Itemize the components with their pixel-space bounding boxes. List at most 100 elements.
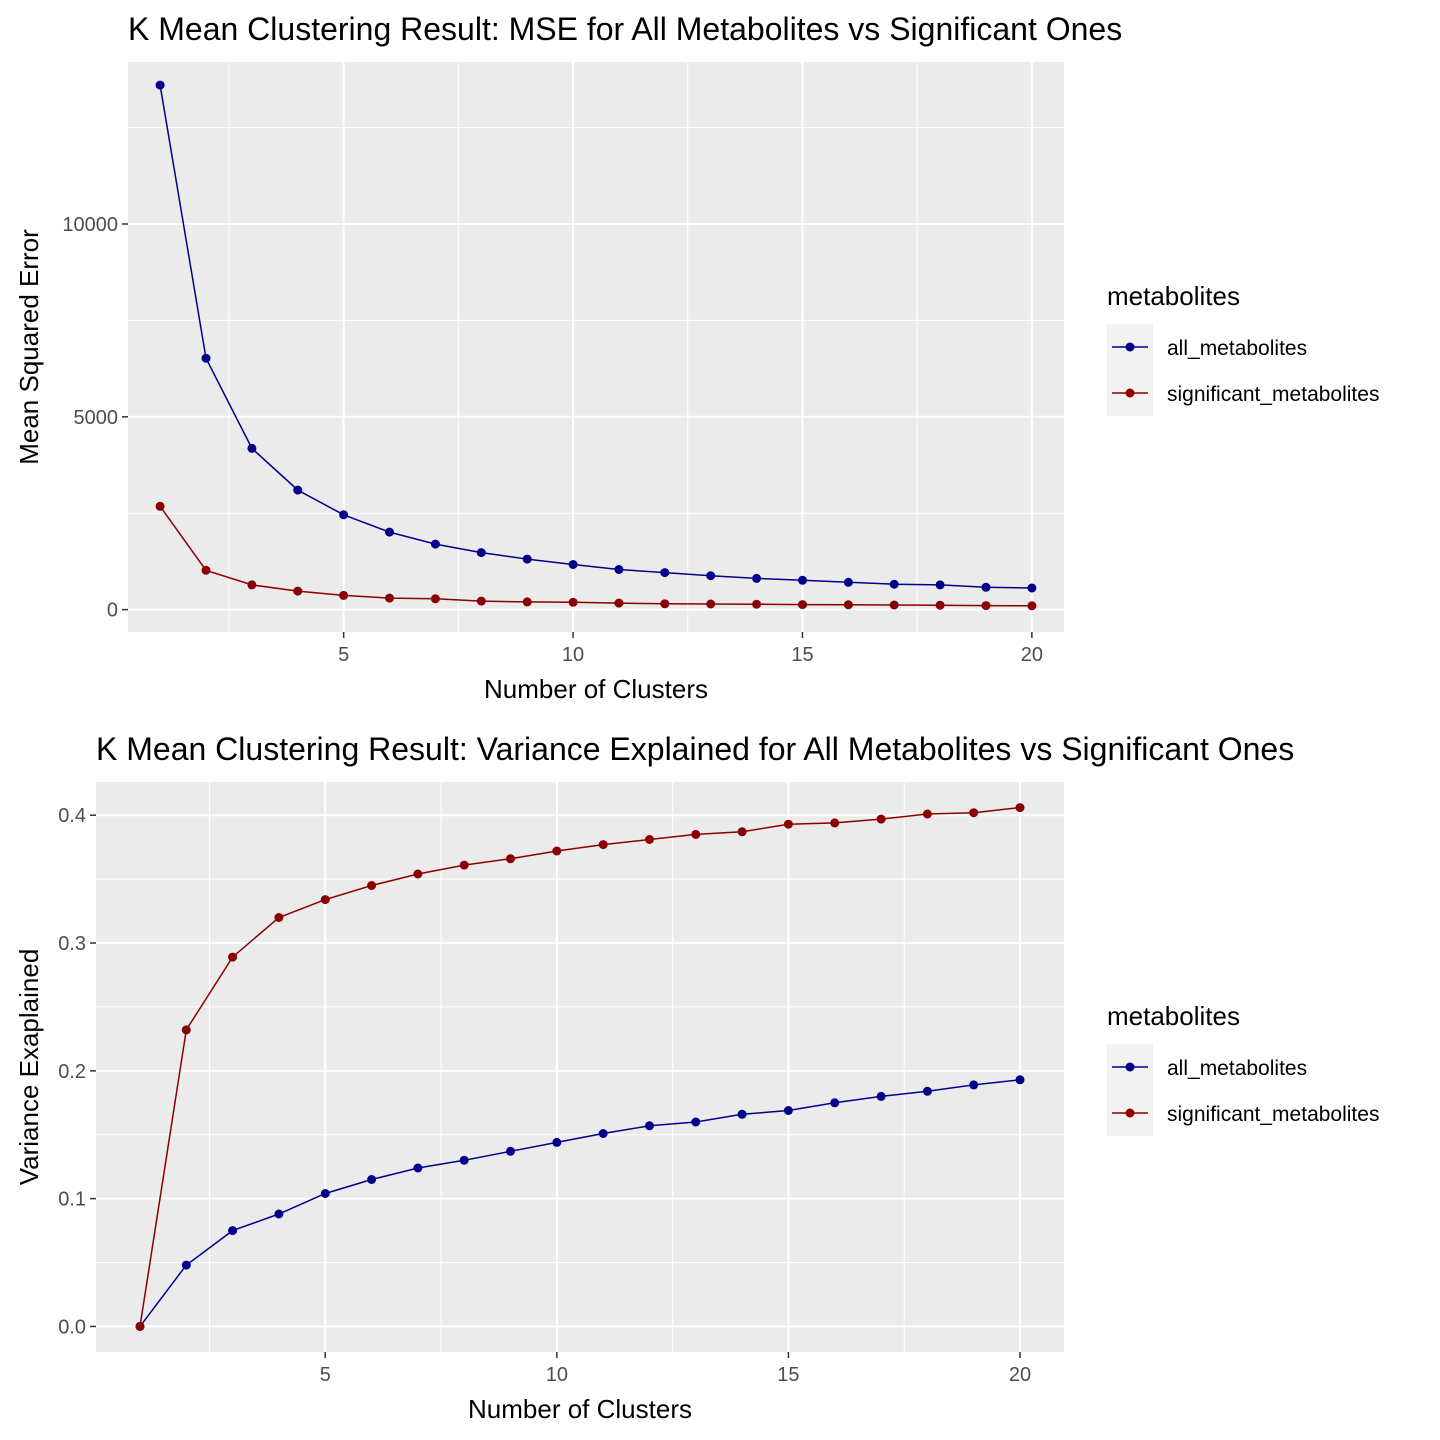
mse-point-all-metabolites <box>155 80 165 90</box>
mse-point-all-metabolites <box>522 554 532 564</box>
mse-point-significant-metabolites <box>706 599 716 609</box>
variance-legend-title: metabolites <box>1107 1001 1240 1031</box>
mse-point-significant-metabolites <box>614 598 624 608</box>
variance-legend-label-all: all_metabolites <box>1167 1057 1307 1080</box>
mse-point-all-metabolites <box>660 568 670 578</box>
mse-y-tick-label: 10000 <box>62 214 118 236</box>
mse-point-all-metabolites <box>568 560 578 569</box>
mse-chart: K Mean Clustering Result: MSE for All Me… <box>14 11 1379 704</box>
mse-x-tick-label: 15 <box>791 644 813 666</box>
variance-x-tick-label: 5 <box>320 1364 331 1386</box>
variance-y-tick-label: 0.3 <box>58 933 86 955</box>
mse-point-significant-metabolites <box>385 593 394 603</box>
mse-point-significant-metabolites <box>201 565 211 575</box>
mse-y-tick-label: 5000 <box>74 407 119 429</box>
variance-legend-label-significant: significant_metabolites <box>1167 1103 1379 1126</box>
mse-series-points <box>155 80 1037 611</box>
variance-point-significant-metabolites <box>320 895 330 905</box>
variance-point-significant-metabolites <box>876 814 886 824</box>
variance-point-significant-metabolites <box>135 1321 145 1331</box>
variance-point-all-metabolites <box>320 1189 330 1198</box>
variance-point-significant-metabolites <box>783 819 793 829</box>
variance-point-all-metabolites <box>274 1209 284 1219</box>
variance-x-axis-title: Number of Clusters <box>468 1394 692 1424</box>
variance-point-significant-metabolites <box>830 818 840 828</box>
mse-point-all-metabolites <box>935 580 945 590</box>
variance-point-all-metabolites <box>413 1163 423 1173</box>
mse-point-significant-metabolites <box>155 501 165 511</box>
variance-series-points <box>135 803 1025 1331</box>
mse-point-all-metabolites <box>843 577 853 587</box>
mse-point-significant-metabolites <box>981 601 991 611</box>
mse-point-significant-metabolites <box>1027 601 1037 611</box>
variance-chart: K Mean Clustering Result: Variance Expla… <box>14 731 1379 1424</box>
variance-line-significant-metabolites <box>139 806 1021 1327</box>
mse-point-significant-metabolites <box>798 600 807 610</box>
mse-point-all-metabolites <box>293 485 303 495</box>
variance-point-all-metabolites <box>506 1146 515 1156</box>
mse-plot-panel <box>128 62 1064 632</box>
mse-point-significant-metabolites <box>430 594 440 604</box>
variance-legend-key-all-point <box>1125 1062 1135 1072</box>
variance-point-all-metabolites <box>552 1137 562 1147</box>
mse-chart-title: K Mean Clustering Result: MSE for All Me… <box>128 11 1122 47</box>
mse-point-all-metabolites <box>247 443 257 453</box>
mse-point-significant-metabolites <box>568 597 578 607</box>
variance-y-tick-label: 0.2 <box>58 1061 86 1083</box>
mse-point-significant-metabolites <box>660 599 670 609</box>
variance-y-tick-label: 0.0 <box>58 1316 86 1338</box>
mse-point-significant-metabolites <box>889 600 899 610</box>
variance-point-all-metabolites <box>691 1117 701 1127</box>
mse-point-all-metabolites <box>476 548 486 558</box>
variance-x-tick-label: 15 <box>777 1364 799 1386</box>
mse-point-all-metabolites <box>889 579 899 589</box>
mse-x-axis-title: Number of Clusters <box>484 674 708 704</box>
mse-point-all-metabolites <box>798 575 807 585</box>
mse-legend-key-all-point <box>1125 342 1135 352</box>
variance-point-all-metabolites <box>459 1155 469 1165</box>
mse-point-all-metabolites <box>201 353 211 363</box>
variance-point-significant-metabolites <box>228 952 238 962</box>
variance-point-all-metabolites <box>1015 1075 1025 1085</box>
mse-point-all-metabolites <box>339 510 349 520</box>
variance-legend: metabolites all_metabolites significant_… <box>1107 1001 1379 1136</box>
mse-point-all-metabolites <box>385 527 394 537</box>
mse-point-all-metabolites <box>981 582 991 592</box>
mse-point-significant-metabolites <box>247 580 257 590</box>
variance-legend-key-significant-point <box>1125 1108 1135 1118</box>
mse-point-significant-metabolites <box>752 599 762 609</box>
variance-chart-title: K Mean Clustering Result: Variance Expla… <box>96 731 1294 767</box>
mse-point-significant-metabolites <box>843 600 853 610</box>
mse-legend-label-significant: significant_metabolites <box>1167 383 1379 406</box>
mse-line-significant-metabolites <box>159 505 1032 607</box>
mse-point-significant-metabolites <box>293 586 303 596</box>
variance-point-significant-metabolites <box>459 860 469 870</box>
mse-axes: 5 10 15 20 0 5000 10000 <box>62 214 1043 666</box>
variance-gridlines <box>96 782 1064 1352</box>
mse-point-significant-metabolites <box>935 600 945 610</box>
variance-x-tick-label: 10 <box>546 1364 568 1386</box>
variance-axes: 5 10 15 20 0.0 0.1 0.2 0.3 0.4 <box>58 805 1031 1386</box>
variance-point-significant-metabolites <box>1015 803 1025 813</box>
variance-point-all-metabolites <box>367 1175 377 1184</box>
mse-point-all-metabolites <box>430 539 440 549</box>
mse-legend: metabolites all_metabolites significant_… <box>1107 281 1379 416</box>
mse-point-significant-metabolites <box>339 590 349 600</box>
variance-point-significant-metabolites <box>598 840 608 850</box>
mse-legend-label-all: all_metabolites <box>1167 337 1307 360</box>
variance-line-all-metabolites <box>139 1079 1021 1327</box>
mse-point-significant-metabolites <box>522 597 532 607</box>
mse-legend-key-significant-point <box>1125 388 1135 398</box>
variance-point-significant-metabolites <box>552 846 562 856</box>
variance-series-lines <box>139 806 1021 1327</box>
variance-point-significant-metabolites <box>645 835 654 844</box>
variance-point-all-metabolites <box>228 1226 238 1236</box>
variance-point-all-metabolites <box>830 1098 840 1108</box>
variance-point-all-metabolites <box>783 1106 793 1115</box>
mse-line-all-metabolites <box>159 84 1032 589</box>
mse-x-tick-label: 10 <box>562 644 584 666</box>
variance-x-tick-label: 20 <box>1009 1364 1031 1386</box>
mse-point-all-metabolites <box>614 565 624 574</box>
mse-gridlines <box>128 62 1064 632</box>
